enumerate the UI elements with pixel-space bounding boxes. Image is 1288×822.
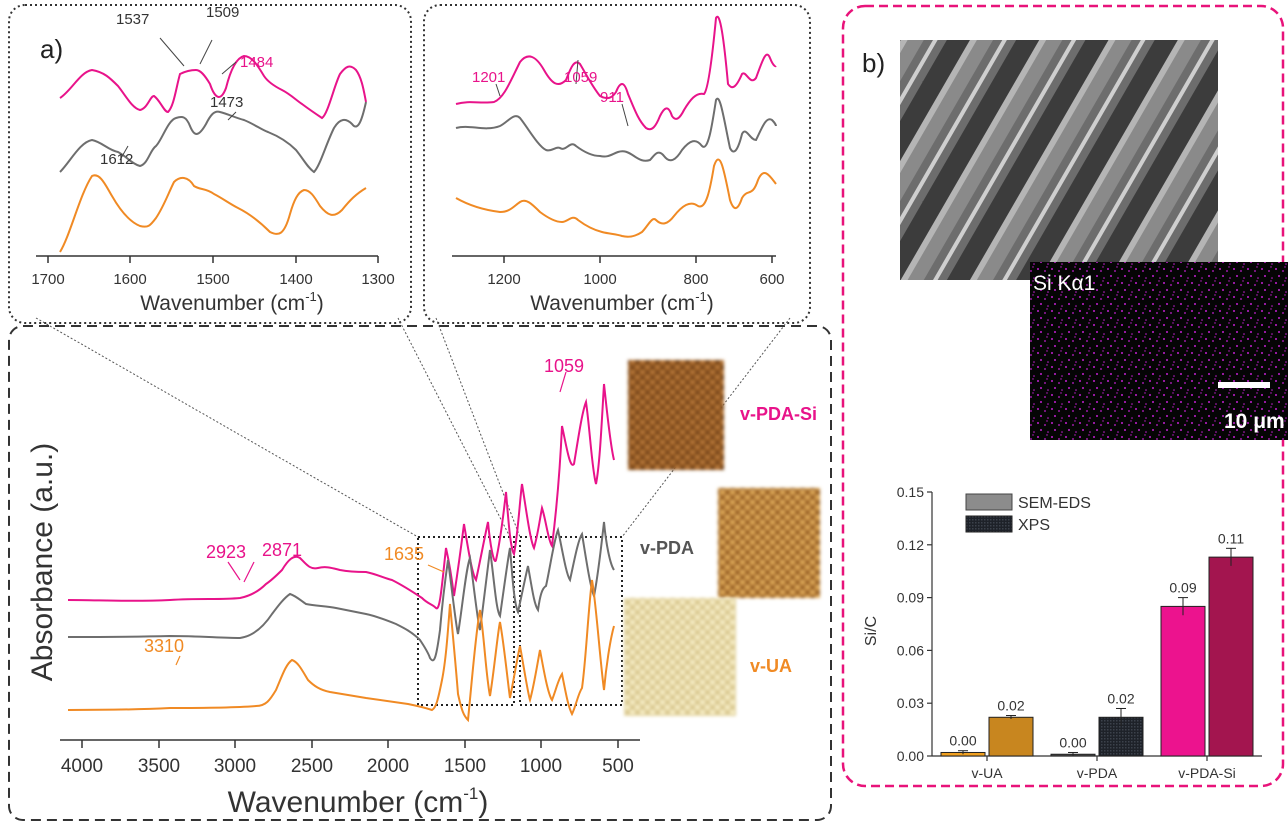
inset1-annotation-1537: 1537	[116, 11, 149, 28]
main-x-tick-label: 2500	[291, 756, 333, 777]
main-annotation-3310: 3310	[144, 636, 184, 656]
inset2-annotation-lines	[495, 59, 629, 127]
inset2-tick-label: 1200	[487, 271, 520, 288]
main-annotation-1059: 1059	[544, 356, 584, 376]
bar-chart-category-label: v-UA	[971, 765, 1003, 781]
main-spectrum-ua	[67, 579, 615, 723]
inset2-spectrum-ua	[455, 158, 777, 238]
inset1-x-ticks	[47, 256, 379, 263]
inset2-tick-label: 800	[683, 271, 708, 288]
main-annotation-2923: 2923	[206, 542, 246, 562]
bar-chart-y-tick-label: 0.15	[897, 484, 924, 500]
inset2-annotation-911: 911	[600, 89, 624, 106]
inset2-tick-label: 600	[759, 271, 784, 288]
inset1-spectrum-ua	[59, 174, 367, 253]
fabric-swatch-ua	[624, 598, 736, 716]
si-map-image	[1030, 262, 1288, 440]
main-x-ticks	[81, 740, 619, 748]
legend-label-sem-eds: SEM-EDS	[1018, 495, 1091, 512]
inset2-x-axis-title: Wavenumber (cm-1)	[530, 289, 714, 315]
bar-chart-category-label: v-PDA-Si	[1178, 765, 1236, 781]
bar-chart-legend: SEM-EDS XPS	[965, 493, 1091, 534]
inset1-tick-label: 1500	[196, 271, 229, 288]
zoom-box-region2	[519, 536, 623, 706]
fabric-swatch-pda-si	[628, 360, 724, 470]
si-c-bar-chart: Si/C 0.00 0.03 0.06 0.09 0.12 0.15 v-UA v-PDA v-…	[863, 484, 1262, 781]
inset1-spectrum-pda	[59, 101, 367, 174]
zoom-connectors	[35, 317, 791, 538]
panel-b-label: b)	[862, 48, 885, 78]
main-spectrum-pda-si	[67, 383, 615, 610]
panel-a-label: a)	[40, 34, 63, 64]
inset1-frame	[8, 4, 412, 324]
inset1-tick-label: 1700	[31, 271, 64, 288]
inset2-spectrum-pda-si	[455, 15, 777, 131]
scale-bar	[1218, 382, 1270, 388]
inset2-tick-label: 1000	[583, 271, 616, 288]
sample-label-ua: v-UA	[750, 656, 792, 676]
si-map-label: Si Kα1	[1033, 272, 1095, 295]
inset1-plot: 1700 1600 1500 1400 1300 Wavenumber (cm-…	[31, 4, 394, 315]
main-x-tick-label: 1500	[444, 756, 486, 777]
main-x-axis-title: Wavenumber (cm-1)	[228, 784, 489, 819]
main-x-tick-label: 1000	[520, 756, 562, 777]
bar-chart-y-ticks: 0.00 0.03 0.06 0.09 0.12 0.15 v-UA v-PDA v-PDA-S…	[897, 484, 1262, 781]
inset2-annotation-1059: 1059	[564, 69, 597, 86]
inset2-plot: 1200 1000 800 600 Wavenumber (cm-1) 1201…	[452, 15, 785, 315]
legend-swatch-xps	[965, 515, 1013, 533]
inset2-spectrum-pda	[455, 97, 777, 162]
bar-sem-eds-v-pda-si	[1160, 605, 1206, 757]
inset1-annotation-1509: 1509	[206, 4, 239, 21]
legend-label-xps: XPS	[1018, 517, 1050, 534]
bar-value-label: 0.00	[949, 733, 976, 749]
bar-value-label: 0.00	[1059, 734, 1086, 750]
inset1-tick-label: 1300	[361, 271, 394, 288]
bar-value-label: 0.11	[1218, 530, 1244, 546]
scale-bar-label: 10 μm	[1224, 410, 1285, 433]
sample-label-pda: v-PDA	[640, 538, 694, 558]
main-annotation-1635: 1635	[384, 544, 424, 564]
inset1-annotation-1612: 1612	[100, 151, 133, 168]
bar-chart-y-tick-label: 0.06	[897, 642, 924, 658]
bar-chart-category-label: v-PDA	[1077, 765, 1118, 781]
main-annotation-2871: 2871	[262, 540, 302, 560]
main-x-tick-label: 4000	[61, 756, 103, 777]
main-spectrum-pda	[67, 521, 615, 662]
inset1-tick-label: 1600	[113, 271, 146, 288]
bar-chart-bars: 0.00 0.02 0.00 0.02 0.09 0.11	[940, 530, 1254, 757]
main-x-tick-label: 2000	[367, 756, 409, 777]
sem-image	[900, 40, 1218, 280]
main-x-tick-label: 3000	[214, 756, 256, 777]
bar-chart-y-axis-title: Si/C	[863, 616, 880, 646]
inset1-x-axis-title: Wavenumber (cm-1)	[140, 289, 324, 315]
main-annotation-lines	[175, 371, 567, 666]
bar-value-label: 0.02	[1107, 690, 1134, 706]
bar-chart-y-tick-label: 0.09	[897, 590, 924, 606]
main-x-tick-label: 3500	[138, 756, 180, 777]
inset2-annotation-1201: 1201	[472, 69, 505, 86]
sample-label-pda-si: v-PDA-Si	[740, 404, 817, 424]
bar-xps-v-ua	[988, 716, 1034, 757]
main-y-axis-title: Absorbance (a.u.)	[26, 443, 59, 681]
bar-value-label: 0.02	[997, 698, 1024, 714]
bar-chart-y-tick-label: 0.00	[897, 748, 924, 764]
main-spectrum-frame	[8, 325, 832, 821]
main-x-tick-label: 500	[602, 756, 634, 777]
inset1-annotation-1473: 1473	[210, 94, 243, 111]
inset1-annotation-1484: 1484	[240, 54, 273, 71]
fabric-swatch-pda	[718, 488, 820, 598]
main-spectrum-plot: Absorbance (a.u.) 4000 3500 3000 2500 20…	[26, 356, 820, 819]
legend-swatch-sem-eds	[965, 493, 1013, 511]
bar-chart-y-tick-label: 0.03	[897, 695, 924, 711]
bar-xps-v-pda-si	[1208, 556, 1254, 757]
inset1-tick-label: 1400	[279, 271, 312, 288]
zoom-box-region1	[417, 536, 515, 706]
bar-value-label: 0.09	[1169, 580, 1196, 596]
bar-chart-y-tick-label: 0.12	[897, 537, 924, 553]
inset1-spectrum-pda-si	[59, 54, 367, 120]
inset1-annotation-lines	[119, 37, 237, 161]
inset2-frame	[423, 4, 811, 324]
inset2-x-ticks	[503, 256, 773, 263]
